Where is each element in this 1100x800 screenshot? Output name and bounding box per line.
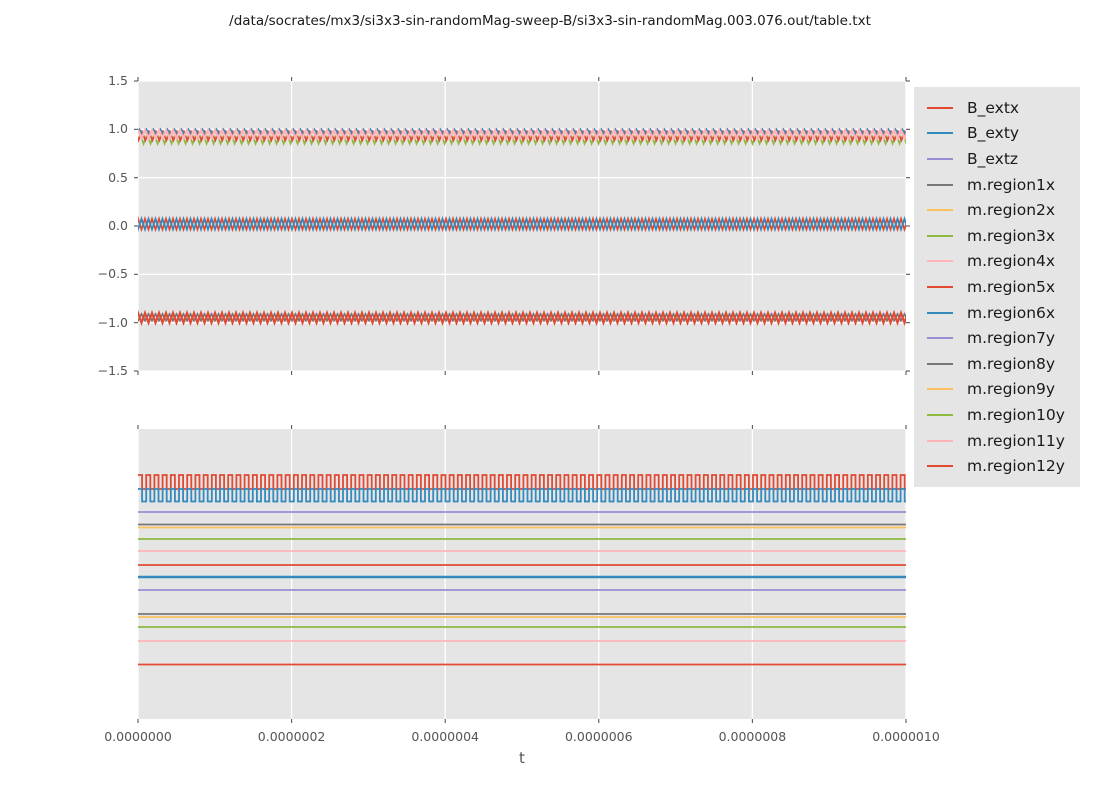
x-tick-label: 0.0000008 [718, 729, 787, 744]
bottom-series [138, 474, 906, 666]
legend-item-B_extz: B_extz [927, 146, 1080, 172]
x-tick-label: 0.0000010 [872, 729, 940, 744]
legend-swatch-icon [927, 311, 953, 314]
legend-label: B_extx [967, 98, 1020, 117]
series-B_exty [138, 488, 906, 503]
series-B_extx [138, 474, 906, 490]
legend-item-m.region2x: m.region2x [927, 197, 1080, 223]
legend: B_extx B_exty B_extz m.region1x m.region2x m.… [914, 87, 1080, 487]
legend-swatch-icon [927, 209, 953, 212]
legend-label: B_exty [967, 124, 1020, 143]
legend-label: m.region10y [967, 405, 1065, 424]
top-plot [134, 77, 910, 375]
legend-label: m.region11y [967, 431, 1065, 450]
top-tick-marks [134, 77, 910, 375]
legend-item-m.region7y: m.region7y [927, 325, 1080, 351]
bottom-tick-marks [137, 425, 907, 723]
legend-item-m.region1x: m.region1x [927, 172, 1080, 198]
series-upper-band-red [138, 129, 906, 143]
legend-swatch-icon [927, 362, 953, 365]
legend-item-m.region8y: m.region8y [927, 351, 1080, 377]
legend-swatch-icon [927, 157, 953, 160]
legend-label: m.region12y [967, 457, 1065, 476]
legend-item-m.region11y: m.region11y [927, 428, 1080, 454]
y-tick-label: −1.5 [97, 363, 128, 378]
legend-swatch-icon [927, 183, 953, 186]
legend-item-m.region6x: m.region6x [927, 300, 1080, 326]
legend-label: m.region2x [967, 201, 1056, 220]
legend-swatch-icon [927, 132, 953, 135]
legend-item-m.region12y: m.region12y [927, 453, 1080, 479]
legend-label: m.region1x [967, 175, 1056, 194]
y-tick-label: 1.0 [108, 121, 128, 137]
legend-item-m.region3x: m.region3x [927, 223, 1080, 249]
legend-item-B_exty: B_exty [927, 121, 1080, 147]
y-tick-label: 0.0 [108, 218, 128, 233]
top-series [138, 127, 906, 326]
y-tick-label: 0.5 [108, 169, 128, 185]
legend-label: m.region9y [967, 380, 1056, 399]
legend-swatch-icon [927, 388, 953, 391]
series-upper-band-green [138, 131, 906, 147]
legend-label: m.region3x [967, 226, 1056, 245]
legend-item-m.region5x: m.region5x [927, 274, 1080, 300]
legend-label: m.region6x [967, 303, 1056, 322]
x-tick-label: 0.0000006 [564, 729, 633, 744]
legend-item-m.region9y: m.region9y [927, 377, 1080, 403]
legend-swatch-icon [927, 285, 953, 288]
legend-label: m.region4x [967, 252, 1056, 271]
legend-swatch-icon [927, 337, 953, 340]
y-tick-label: −0.5 [97, 266, 128, 282]
series-upper-band-pink [138, 127, 906, 141]
series-lower-band-gray [138, 312, 906, 323]
x-tick-label: 0.0000004 [411, 729, 479, 744]
legend-label: m.region5x [967, 277, 1056, 296]
y-tick-label: −1.0 [97, 314, 128, 330]
y-tick-label: 1.5 [108, 73, 128, 88]
x-tick-label: 0.0000000 [104, 729, 172, 744]
legend-label: m.region7y [967, 329, 1056, 348]
bottom-plot-background [138, 429, 906, 719]
legend-item-m.region10y: m.region10y [927, 402, 1080, 428]
legend-swatch-icon [927, 106, 953, 109]
legend-swatch-icon [927, 260, 953, 263]
legend-swatch-icon [927, 413, 953, 416]
legend-swatch-icon [927, 234, 953, 237]
bottom-gridlines [137, 429, 907, 719]
x-tick-label: 0.0000002 [257, 729, 326, 744]
series-mid-band-blue [138, 215, 906, 233]
legend-swatch-icon [927, 465, 953, 468]
figure-title: /data/socrates/mx3/si3x3-sin-randomMag-s… [229, 13, 871, 29]
legend-label: m.region8y [967, 354, 1056, 373]
bottom-plot [137, 425, 907, 723]
legend-item-B_extx: B_extx [927, 95, 1080, 121]
series-lower-band-red [138, 309, 906, 326]
legend-label: B_extz [967, 149, 1019, 168]
legend-item-m.region4x: m.region4x [927, 249, 1080, 275]
x-axis-label: t [519, 749, 525, 767]
legend-swatch-icon [927, 439, 953, 442]
